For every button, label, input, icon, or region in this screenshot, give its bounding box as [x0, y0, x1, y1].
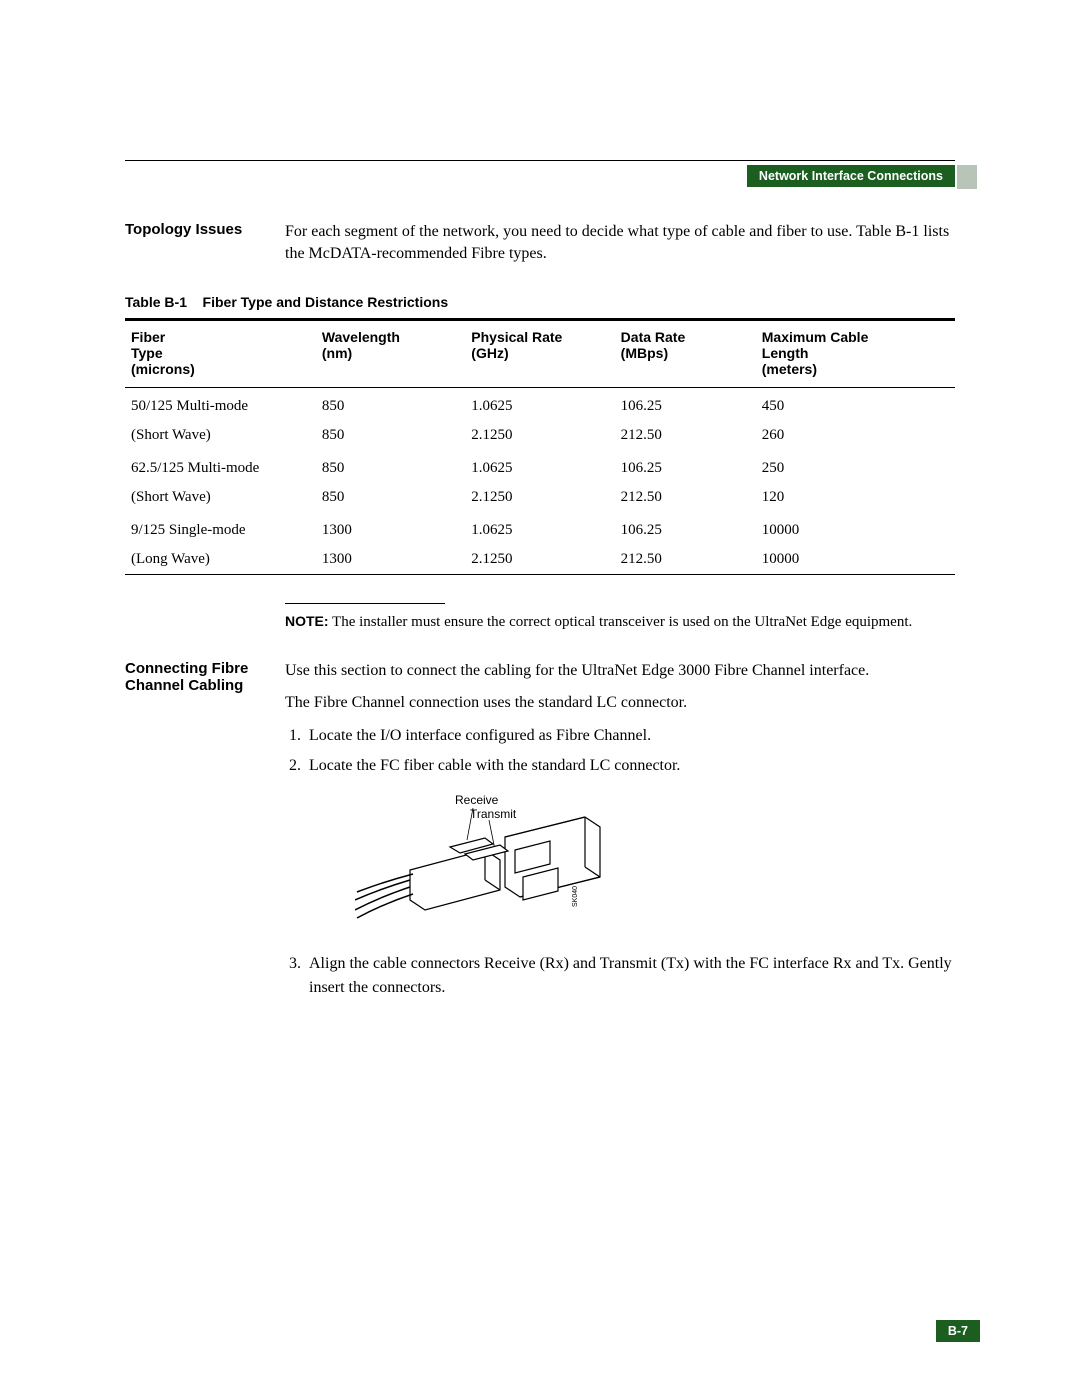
- cell-fiber-type: 62.5/125 Multi-mode: [125, 450, 316, 483]
- step-3: Align the cable connectors Receive (Rx) …: [305, 952, 955, 1000]
- step-1: Locate the I/O interface configured as F…: [305, 724, 955, 748]
- section-topology: Topology Issues For each segment of the …: [125, 221, 955, 274]
- running-header: Network Interface Connections: [747, 165, 955, 187]
- heading-connecting: Connecting Fibre Channel Cabling: [125, 660, 285, 1010]
- table-row: (Short Wave)8502.1250212.50120: [125, 483, 955, 512]
- cell-value: 850: [316, 450, 465, 483]
- cell-fiber-type: 50/125 Multi-mode: [125, 388, 316, 422]
- cell-value: 250: [756, 450, 955, 483]
- side-tab: [957, 165, 977, 189]
- cell-value: 106.25: [615, 450, 756, 483]
- table-row: 62.5/125 Multi-mode8501.0625106.25250: [125, 450, 955, 483]
- cell-value: 2.1250: [465, 421, 614, 450]
- cell-value: 850: [316, 421, 465, 450]
- connecting-line2: The Fibre Channel connection uses the st…: [285, 692, 955, 714]
- cell-value: 212.50: [615, 483, 756, 512]
- cell-value: 106.25: [615, 512, 756, 545]
- steps-list: Locate the I/O interface configured as F…: [305, 724, 955, 778]
- body-topology: For each segment of the network, you nee…: [285, 221, 955, 274]
- cell-value: 10000: [756, 512, 955, 545]
- cell-value: 2.1250: [465, 483, 614, 512]
- cell-value: 450: [756, 388, 955, 422]
- lc-connector-figure: Receive Transmit: [355, 792, 955, 939]
- heading-topology: Topology Issues: [125, 221, 285, 274]
- fiber-table: Fiber Type (microns) Wavelength (nm) Phy…: [125, 318, 955, 575]
- top-rule: Network Interface Connections: [125, 160, 955, 161]
- table-row: 50/125 Multi-mode8501.0625106.25450: [125, 388, 955, 422]
- th-data-rate: Data Rate (MBps): [615, 320, 756, 388]
- connecting-intro: Use this section to connect the cabling …: [285, 660, 955, 682]
- cell-value: 1300: [316, 545, 465, 575]
- steps-list-cont: Align the cable connectors Receive (Rx) …: [305, 952, 955, 1000]
- th-fiber: Fiber Type (microns): [125, 320, 316, 388]
- cell-value: 1.0625: [465, 512, 614, 545]
- figure-code: SK040: [572, 886, 579, 907]
- th-wavelength: Wavelength (nm): [316, 320, 465, 388]
- th-physical-rate: Physical Rate (GHz): [465, 320, 614, 388]
- cell-value: 260: [756, 421, 955, 450]
- table-row: (Short Wave)8502.1250212.50260: [125, 421, 955, 450]
- table-row: (Long Wave)13002.1250212.5010000: [125, 545, 955, 575]
- cell-fiber-type: (Long Wave): [125, 545, 316, 575]
- page-number: B-7: [936, 1320, 980, 1342]
- cell-value: 212.50: [615, 421, 756, 450]
- cell-value: 106.25: [615, 388, 756, 422]
- cell-value: 10000: [756, 545, 955, 575]
- cell-value: 120: [756, 483, 955, 512]
- figure-label-transmit: Transmit: [470, 807, 517, 821]
- topology-paragraph: For each segment of the network, you nee…: [285, 221, 955, 264]
- table-row: 9/125 Single-mode13001.0625106.2510000: [125, 512, 955, 545]
- cell-value: 1300: [316, 512, 465, 545]
- cell-value: 850: [316, 388, 465, 422]
- note-text: NOTE: The installer must ensure the corr…: [285, 612, 955, 632]
- step-2: Locate the FC fiber cable with the stand…: [305, 754, 955, 778]
- note-label: NOTE:: [285, 613, 329, 629]
- table-label: Table B-1: [125, 294, 187, 310]
- figure-label-receive: Receive: [455, 793, 499, 807]
- cell-value: 212.50: [615, 545, 756, 575]
- cell-fiber-type: (Short Wave): [125, 421, 316, 450]
- section-connecting: Connecting Fibre Channel Cabling Use thi…: [125, 660, 955, 1010]
- cell-fiber-type: (Short Wave): [125, 483, 316, 512]
- table-title: Fiber Type and Distance Restrictions: [203, 294, 449, 310]
- cell-value: 1.0625: [465, 450, 614, 483]
- cell-value: 1.0625: [465, 388, 614, 422]
- body-connecting: Use this section to connect the cabling …: [285, 660, 955, 1010]
- th-max-length: Maximum Cable Length (meters): [756, 320, 955, 388]
- cell-value: 2.1250: [465, 545, 614, 575]
- table-caption: Table B-1 Fiber Type and Distance Restri…: [125, 294, 955, 310]
- note-rule: [285, 603, 445, 604]
- cell-fiber-type: 9/125 Single-mode: [125, 512, 316, 545]
- cell-value: 850: [316, 483, 465, 512]
